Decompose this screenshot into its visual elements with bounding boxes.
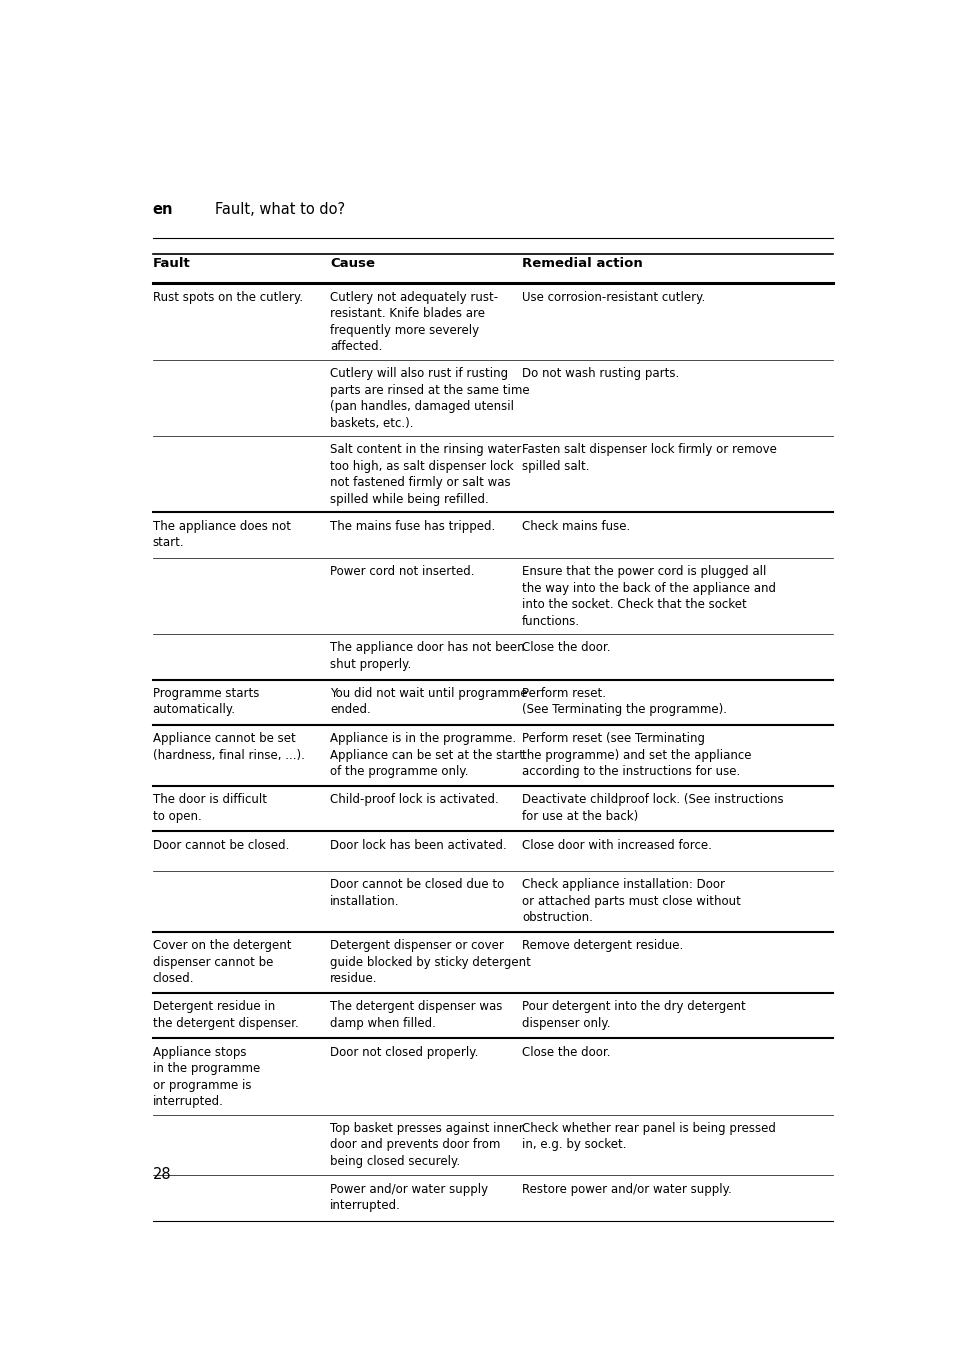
Text: Detergent residue in
the detergent dispenser.: Detergent residue in the detergent dispe… bbox=[152, 1001, 298, 1029]
Text: Check appliance installation: Door
or attached parts must close without
obstruct: Check appliance installation: Door or at… bbox=[521, 879, 740, 925]
Text: You did not wait until programme
ended.: You did not wait until programme ended. bbox=[330, 686, 527, 716]
Text: Appliance is in the programme.
Appliance can be set at the start
of the programm: Appliance is in the programme. Appliance… bbox=[330, 733, 523, 779]
Text: The door is difficult
to open.: The door is difficult to open. bbox=[152, 793, 266, 823]
Text: Ensure that the power cord is plugged all
the way into the back of the appliance: Ensure that the power cord is plugged al… bbox=[521, 565, 776, 628]
Text: The appliance door has not been
shut properly.: The appliance door has not been shut pro… bbox=[330, 642, 524, 672]
Text: Top basket presses against inner
door and prevents door from
being closed secure: Top basket presses against inner door an… bbox=[330, 1122, 523, 1169]
Text: Power cord not inserted.: Power cord not inserted. bbox=[330, 565, 474, 578]
Text: Door not closed properly.: Door not closed properly. bbox=[330, 1045, 477, 1059]
Text: Door lock has been activated.: Door lock has been activated. bbox=[330, 838, 506, 852]
Text: Programme starts
automatically.: Programme starts automatically. bbox=[152, 686, 258, 716]
Text: Salt content in the rinsing water
too high, as salt dispenser lock
not fastened : Salt content in the rinsing water too hi… bbox=[330, 443, 520, 506]
Text: Appliance stops
in the programme
or programme is
interrupted.: Appliance stops in the programme or prog… bbox=[152, 1045, 259, 1108]
Text: Close the door.: Close the door. bbox=[521, 1045, 610, 1059]
Text: The appliance does not
start.: The appliance does not start. bbox=[152, 520, 291, 550]
Text: Cover on the detergent
dispenser cannot be
closed.: Cover on the detergent dispenser cannot … bbox=[152, 940, 291, 986]
Text: Door cannot be closed due to
installation.: Door cannot be closed due to installatio… bbox=[330, 879, 504, 907]
Text: Fault, what to do?: Fault, what to do? bbox=[215, 202, 345, 217]
Text: Perform reset.
(See Terminating the programme).: Perform reset. (See Terminating the prog… bbox=[521, 686, 726, 716]
Text: The mains fuse has tripped.: The mains fuse has tripped. bbox=[330, 520, 495, 532]
Text: Close door with increased force.: Close door with increased force. bbox=[521, 838, 711, 852]
Text: Deactivate childproof lock. (See instructions
for use at the back): Deactivate childproof lock. (See instruc… bbox=[521, 793, 783, 823]
Text: Use corrosion-resistant cutlery.: Use corrosion-resistant cutlery. bbox=[521, 291, 704, 303]
Text: Do not wash rusting parts.: Do not wash rusting parts. bbox=[521, 367, 679, 380]
Text: Remedial action: Remedial action bbox=[521, 257, 642, 271]
Text: Close the door.: Close the door. bbox=[521, 642, 610, 654]
Text: en: en bbox=[152, 202, 172, 217]
Text: Door cannot be closed.: Door cannot be closed. bbox=[152, 838, 289, 852]
Text: Power and/or water supply
interrupted.: Power and/or water supply interrupted. bbox=[330, 1183, 488, 1212]
Text: Appliance cannot be set
(hardness, final rinse, ...).: Appliance cannot be set (hardness, final… bbox=[152, 733, 304, 762]
Text: Pour detergent into the dry detergent
dispenser only.: Pour detergent into the dry detergent di… bbox=[521, 1001, 745, 1029]
Text: 28: 28 bbox=[152, 1167, 171, 1182]
Text: Fault: Fault bbox=[152, 257, 190, 271]
Text: Check mains fuse.: Check mains fuse. bbox=[521, 520, 630, 532]
Text: Remove detergent residue.: Remove detergent residue. bbox=[521, 940, 682, 952]
Text: Rust spots on the cutlery.: Rust spots on the cutlery. bbox=[152, 291, 302, 303]
Text: Restore power and/or water supply.: Restore power and/or water supply. bbox=[521, 1183, 731, 1196]
Text: Cutlery will also rust if rusting
parts are rinsed at the same time
(pan handles: Cutlery will also rust if rusting parts … bbox=[330, 367, 529, 429]
Text: Perform reset (see Terminating
the programme) and set the appliance
according to: Perform reset (see Terminating the progr… bbox=[521, 733, 751, 779]
Text: Fasten salt dispenser lock firmly or remove
spilled salt.: Fasten salt dispenser lock firmly or rem… bbox=[521, 443, 777, 473]
Text: Cause: Cause bbox=[330, 257, 375, 271]
Text: The detergent dispenser was
damp when filled.: The detergent dispenser was damp when fi… bbox=[330, 1001, 502, 1029]
Text: Check whether rear panel is being pressed
in, e.g. by socket.: Check whether rear panel is being presse… bbox=[521, 1122, 775, 1151]
Text: Cutlery not adequately rust-
resistant. Knife blades are
frequently more severel: Cutlery not adequately rust- resistant. … bbox=[330, 291, 497, 353]
Text: Child-proof lock is activated.: Child-proof lock is activated. bbox=[330, 793, 498, 806]
Text: Detergent dispenser or cover
guide blocked by sticky detergent
residue.: Detergent dispenser or cover guide block… bbox=[330, 940, 530, 986]
